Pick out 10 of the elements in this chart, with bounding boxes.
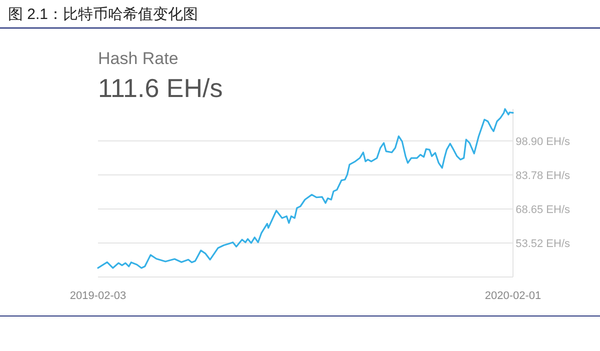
chart-title: 图 2.1：比特币哈希值变化图 <box>8 6 198 23</box>
text: 111.6 EH/s <box>98 73 223 103</box>
y-tick-label: 83.78 EH/s <box>516 170 570 182</box>
y-tick-label: 98.90 EH/s <box>516 136 570 148</box>
chart-subtitle: Hash Rate <box>98 49 178 68</box>
x-tick-label: 2020-02-01 <box>484 290 542 302</box>
x-tick-label: 2019-02-03 <box>70 290 126 302</box>
line-series <box>97 108 514 269</box>
y-tick-label: 53.52 EH/s <box>516 238 570 250</box>
y-tick-label: 68.65 EH/s <box>516 204 570 216</box>
